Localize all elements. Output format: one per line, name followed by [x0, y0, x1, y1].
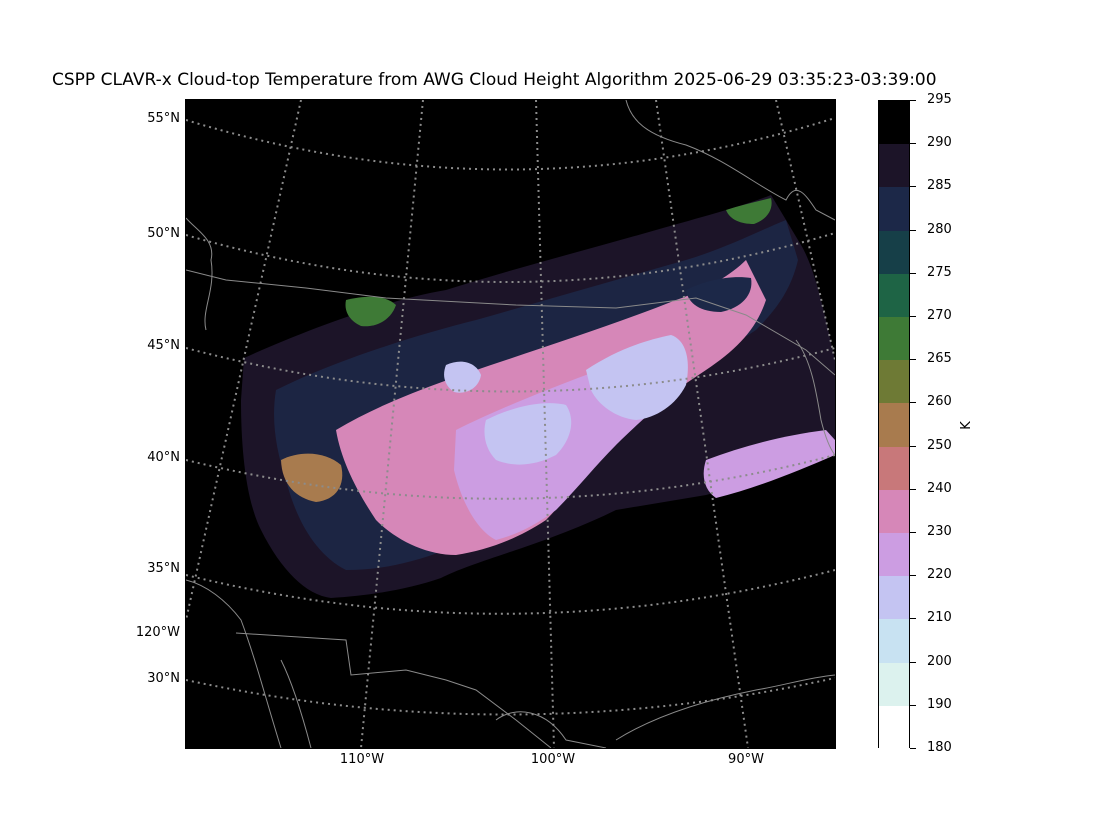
lat-label-50: 50°N: [147, 226, 180, 241]
colorbar-tick: [910, 532, 916, 533]
colorbar-tick-label: 220: [927, 567, 952, 583]
colorbar-tick: [910, 143, 916, 145]
colorbar-tick-label: 265: [927, 351, 952, 367]
colorbar-tick-label: 260: [927, 394, 952, 410]
colorbar-unit: K: [958, 421, 974, 430]
map-canvas: [186, 100, 835, 748]
colorbar-tick-label: 180: [927, 740, 952, 755]
lon-label-100w: 100°W: [530, 752, 576, 767]
colorbar-tick: [910, 618, 916, 620]
lon-label-110w: 110°W: [339, 752, 385, 767]
chart-title: CSPP CLAVR-x Cloud-top Temperature from …: [52, 70, 937, 90]
colorbar-tick-label: 290: [927, 135, 952, 151]
colorbar-segment: [879, 187, 909, 232]
lat-label-45: 45°N: [147, 338, 180, 353]
map-panel[interactable]: [185, 99, 836, 749]
colorbar-tick-label: 275: [927, 264, 952, 280]
colorbar-tick: [910, 229, 916, 231]
colorbar-segment: [879, 101, 909, 145]
lon-label-90w: 90°W: [728, 752, 764, 767]
colorbar-segment: [879, 533, 909, 577]
colorbar-tick: [910, 661, 916, 663]
colorbar-tick-label: 210: [927, 610, 952, 626]
colorbar-tick-label: 230: [927, 524, 952, 539]
colorbar-tick-label: 285: [927, 178, 952, 194]
colorbar-tick-label: 280: [927, 221, 952, 237]
colorbar-tick: [910, 272, 916, 274]
colorbar: [878, 100, 910, 750]
lat-label-30: 30°N: [147, 671, 180, 686]
colorbar-tick-label: 295: [927, 92, 952, 107]
colorbar-segment: [879, 576, 909, 620]
colorbar-segment: [879, 403, 909, 448]
lat-label-35: 35°N: [147, 561, 180, 576]
colorbar-tick: [910, 704, 916, 706]
colorbar-tick: [910, 575, 916, 577]
coastlines: [186, 100, 835, 748]
colorbar-segment: [879, 662, 909, 707]
colorbar-segment: [879, 230, 909, 275]
graticule: [186, 100, 835, 748]
colorbar-tick: [910, 186, 916, 188]
colorbar-tick: [910, 748, 916, 749]
colorbar-segment: [879, 489, 909, 534]
colorbar-tick: [910, 488, 916, 490]
cloud-swath: [241, 195, 835, 598]
colorbar-tick-label: 190: [927, 696, 952, 712]
colorbar-tick: [910, 100, 916, 101]
colorbar-tick: [910, 316, 916, 317]
colorbar-tick: [910, 359, 916, 361]
colorbar-tick-label: 240: [927, 480, 952, 496]
colorbar-segment: [879, 360, 909, 404]
colorbar-tick-label: 270: [927, 308, 952, 323]
colorbar-tick-label: 200: [927, 653, 952, 669]
colorbar-tick: [910, 445, 916, 447]
colorbar-segment: [879, 317, 909, 361]
colorbar-segment: [879, 446, 909, 491]
colorbar-segment: [879, 619, 909, 664]
lat-label-40: 40°N: [147, 450, 180, 465]
colorbar-tick: [910, 402, 916, 404]
lon-label-120w: 120°W: [135, 625, 180, 640]
colorbar-segment: [879, 144, 909, 188]
colorbar-segment: [879, 273, 909, 318]
colorbar-tick-label: 250: [927, 437, 952, 453]
lat-label-55: 55°N: [147, 111, 180, 126]
colorbar-segment: [879, 705, 909, 750]
